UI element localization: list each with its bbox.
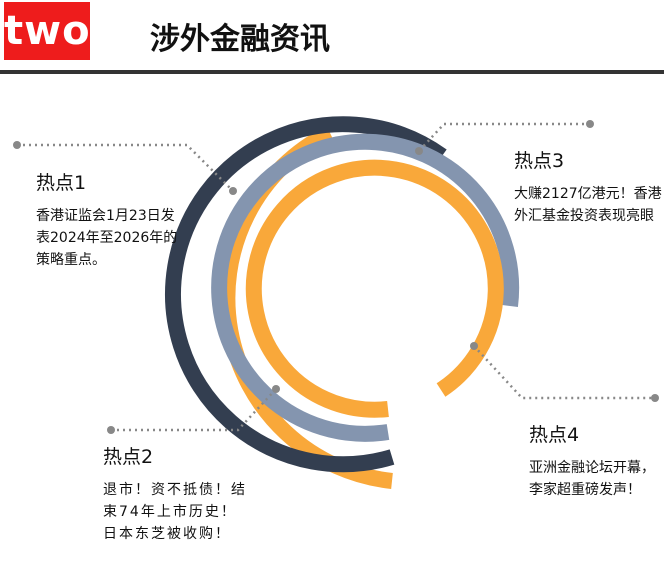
connector-dot	[651, 394, 659, 402]
hotspot-heading: 热点1	[36, 172, 87, 194]
hotspot-body: 退市！资不抵债！结束74年上市历史！日本东芝被收购！	[103, 482, 247, 542]
connector-dot	[415, 147, 423, 155]
hotspot-body: 亚洲金融论坛开幕，李家超重磅发声！	[529, 460, 655, 498]
hotspot-heading: 热点3	[514, 150, 565, 172]
connector-hotspot2	[111, 388, 277, 432]
hotspot-2: 热点2 退市！资不抵债！结束74年上市历史！日本东芝被收购！	[103, 442, 249, 545]
hotspot-heading: 热点2	[103, 446, 154, 468]
connector-dot	[470, 342, 478, 350]
connector-dot	[586, 120, 594, 128]
connector-hotspot4	[473, 345, 655, 400]
connector-hotspot3	[418, 122, 590, 152]
hotspot-body: 大赚2127亿港元！香港外汇基金投资表现亮眼	[514, 186, 662, 224]
connector-hotspot1	[17, 143, 234, 192]
hotspot-heading: 热点4	[529, 424, 580, 446]
hotspot-1: 热点1 香港证监会1月23日发表2024年至2026年的策略重点。	[36, 168, 186, 271]
connector-dot	[13, 141, 21, 149]
connector-dot	[229, 187, 237, 195]
arc-inner-orange	[245, 159, 504, 418]
hotspot-4: 热点4 亚洲金融论坛开幕，李家超重磅发声！	[529, 420, 659, 501]
brand-logo: two	[4, 2, 90, 60]
hotspot-body: 香港证监会1月23日发表2024年至2026年的策略重点。	[36, 208, 178, 268]
arc-navy	[165, 116, 447, 473]
hotspot-3: 热点3 大赚2127亿港元！香港外汇基金投资表现亮眼	[514, 146, 662, 227]
connector-dot	[107, 426, 115, 434]
connector-dot	[272, 385, 280, 393]
header-divider	[0, 70, 664, 74]
arc-steel	[211, 133, 520, 442]
page-title: 涉外金融资讯	[150, 22, 330, 57]
